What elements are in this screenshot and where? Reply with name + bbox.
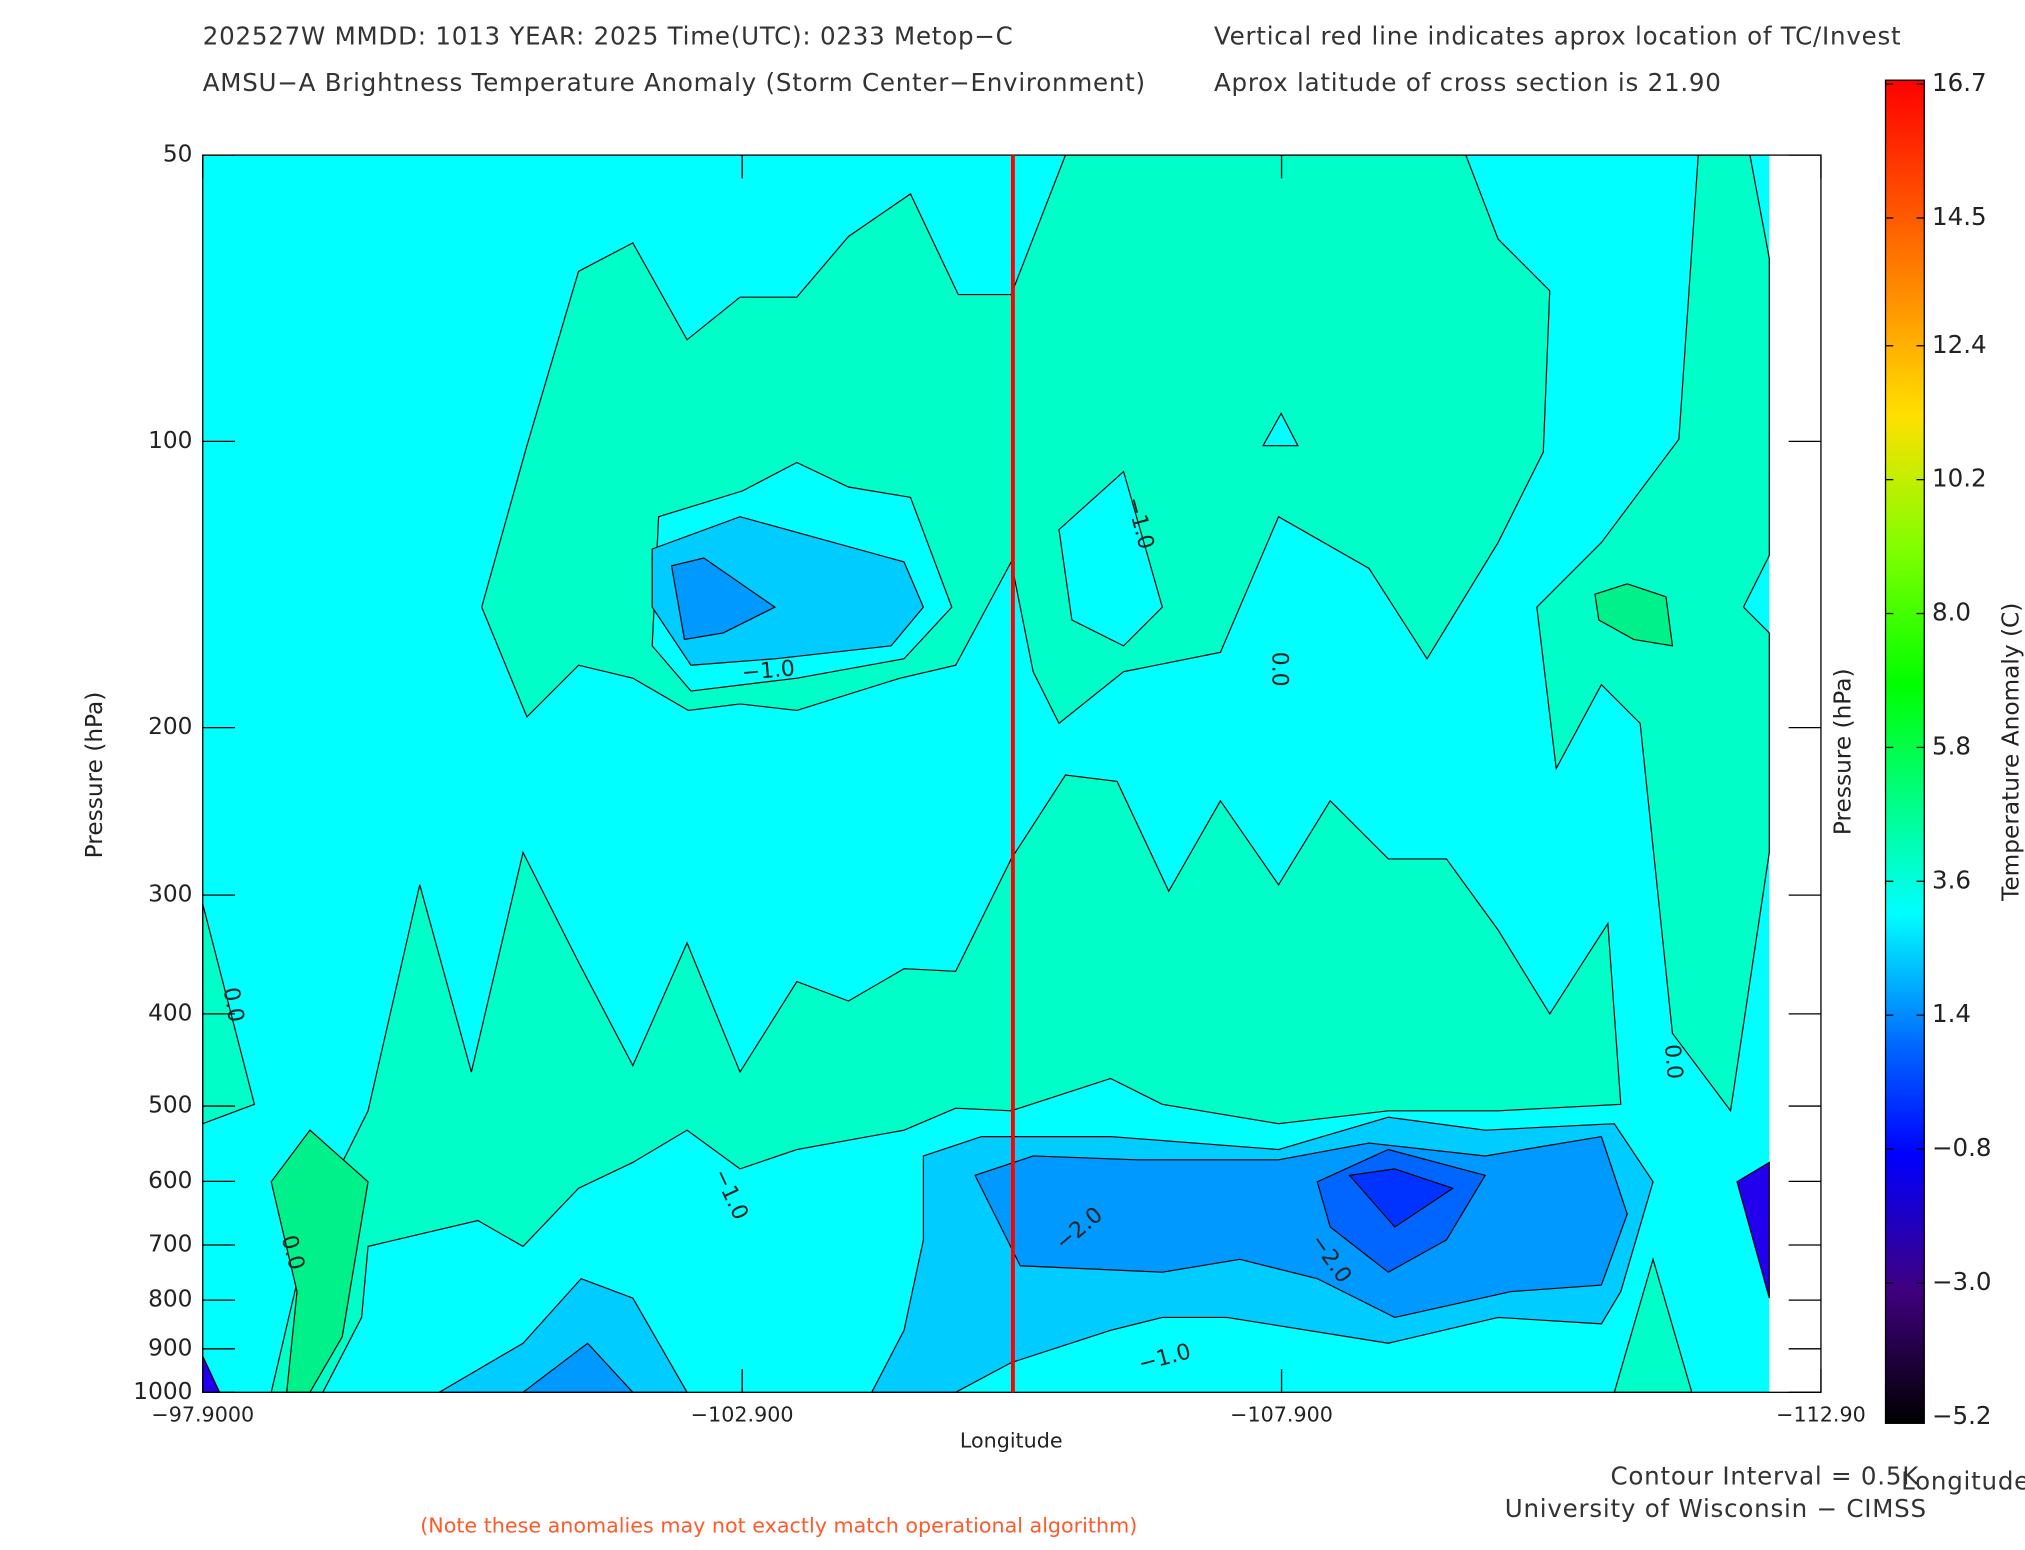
y-tick-label: 200 (148, 713, 192, 740)
y-axis-label: Pressure (hPa) (81, 692, 108, 859)
colorbar-tick-label: 14.5 (1932, 202, 1987, 231)
contour-label: 0.0 (1267, 652, 1292, 687)
y-tick-label: 1000 (133, 1378, 192, 1405)
annotation: Vertical red line indicates aprox locati… (1214, 22, 1902, 51)
y-tick-label: 100 (148, 427, 192, 454)
contour-field (202, 154, 1770, 1393)
y-tick-label: 900 (148, 1334, 192, 1361)
colorbar-tick-label: 8.0 (1932, 598, 1971, 627)
colorbar-tick-label: −0.8 (1932, 1133, 1992, 1162)
y-axis-label-right: Pressure (hPa) (1830, 668, 1857, 835)
colorbar-tick-label: 1.4 (1932, 999, 1971, 1028)
y-tick-label: 50 (163, 141, 193, 168)
contour-label: 0.0 (1659, 1043, 1687, 1080)
y-tick-label: 700 (148, 1231, 192, 1258)
y-tick-label: 600 (148, 1167, 192, 1194)
colorbar-tick-label: 10.2 (1932, 464, 1987, 493)
y-tick-label: 400 (148, 999, 192, 1026)
x-axis-label: Longitude (960, 1428, 1063, 1452)
x-tick-label: −102.900 (691, 1403, 794, 1427)
colorbar-tick-label: 3.6 (1932, 865, 1971, 894)
contour-label: −1.0 (741, 656, 796, 686)
annotation: Aprox latitude of cross section is 21.90 (1214, 68, 1722, 97)
title: 202527W MMDD: 1013 YEAR: 2025 Time(UTC):… (203, 22, 1014, 51)
y-tick-label: 800 (148, 1286, 192, 1313)
annotation: University of Wisconsin − CIMSS (1505, 1494, 1927, 1523)
x-tick-label: −107.900 (1230, 1403, 1333, 1427)
colorbar-tick-label: 12.4 (1932, 330, 1987, 359)
x-axis-label: Longitude (1901, 1467, 2025, 1496)
colorbar-tick-label: 5.8 (1932, 731, 1971, 760)
colorbar (1884, 79, 1925, 1424)
y-tick-label: 500 (148, 1092, 192, 1119)
contour-label: 0.0 (218, 985, 249, 1024)
colorbar-label: Temperature Anomaly (C) (1998, 603, 2025, 902)
y-tick-label: 300 (148, 881, 192, 908)
colorbar-tick-label: 16.7 (1932, 68, 1987, 97)
x-tick-label: −97.9000 (151, 1403, 254, 1427)
note: (Note these anomalies may not exactly ma… (420, 1514, 1137, 1538)
colorbar-tick-label: −3.0 (1932, 1267, 1992, 1296)
subtitle: AMSU−A Brightness Temperature Anomaly (S… (203, 68, 1146, 97)
annotation: Contour Interval = 0.5K (1611, 1462, 1920, 1491)
colorbar-tick-label: −5.2 (1932, 1401, 1992, 1430)
x-tick-label: −112.90 (1776, 1403, 1866, 1427)
